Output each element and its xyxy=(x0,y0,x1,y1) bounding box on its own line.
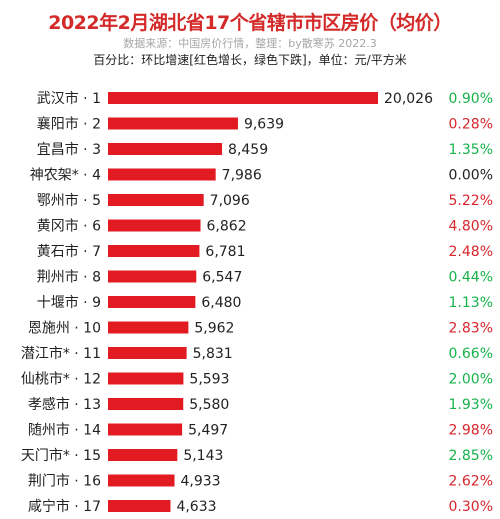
category-label: 咸宁市 · 17 xyxy=(28,498,101,515)
value-label: 7,986 xyxy=(222,168,262,184)
change-label: 0.66% xyxy=(449,346,493,362)
bar xyxy=(108,423,183,436)
change-label: 2.62% xyxy=(449,474,493,490)
value-label: 20,026 xyxy=(384,91,433,107)
change-label: 1.93% xyxy=(449,397,493,413)
category-label: 孝感市 · 13 xyxy=(28,396,101,413)
chart-title: 2022年2月湖北省17个省辖市市区房价（均价） xyxy=(48,12,452,34)
chart-note: 百分比：环比增速[红色增长，绿色下跌]，单位：元/平方米 xyxy=(93,53,407,67)
category-label: 黄石市 · 7 xyxy=(37,243,101,260)
category-label: 神农架* · 4 xyxy=(30,168,101,184)
value-label: 7,096 xyxy=(210,193,250,209)
bar xyxy=(108,449,178,461)
category-label: 荆州市 · 8 xyxy=(37,269,101,286)
value-label: 6,781 xyxy=(205,244,245,260)
bar xyxy=(108,398,184,410)
value-label: 5,497 xyxy=(188,423,228,439)
bar xyxy=(108,270,197,283)
bar xyxy=(108,194,204,206)
bar xyxy=(108,219,201,232)
change-label: 0.28% xyxy=(449,117,493,133)
change-label: 0.90% xyxy=(449,91,493,107)
change-label: 0.30% xyxy=(449,499,493,515)
value-label: 5,580 xyxy=(189,397,229,413)
change-label: 2.00% xyxy=(449,372,493,388)
change-label: 0.00% xyxy=(449,168,493,184)
bar xyxy=(108,321,189,334)
value-label: 5,962 xyxy=(194,321,234,337)
bar xyxy=(108,92,378,104)
bar xyxy=(108,143,223,155)
change-label: 2.48% xyxy=(449,244,493,260)
category-label: 潜江市* · 11 xyxy=(21,345,101,362)
value-label: 6,547 xyxy=(202,270,242,286)
value-label: 9,639 xyxy=(244,117,284,133)
value-label: 5,831 xyxy=(193,346,233,362)
category-label: 鄂州市 · 5 xyxy=(37,192,101,209)
category-label: 十堰市 · 9 xyxy=(37,294,101,311)
bar xyxy=(108,372,184,385)
value-label: 5,143 xyxy=(183,448,223,464)
bar xyxy=(108,500,171,512)
category-label: 黄冈市 · 6 xyxy=(37,218,101,235)
bar xyxy=(108,474,175,487)
bar xyxy=(108,168,216,181)
value-label: 6,480 xyxy=(201,295,241,311)
category-label: 宜昌市 · 3 xyxy=(37,141,101,158)
change-label: 1.13% xyxy=(449,295,493,311)
bar xyxy=(108,296,196,308)
category-label: 仙桃市* · 12 xyxy=(21,371,101,388)
value-label: 4,933 xyxy=(181,474,221,490)
chart-subtitle: 数据来源：中国房价行情，整理：by散寒苏 2022.3 xyxy=(123,37,377,50)
change-label: 0.44% xyxy=(449,270,493,286)
change-label: 2.85% xyxy=(449,448,493,464)
category-label: 天门市* · 15 xyxy=(21,447,101,464)
bar xyxy=(108,347,187,359)
value-label: 4,633 xyxy=(176,499,216,515)
category-label: 随州市 · 14 xyxy=(28,422,101,439)
category-label: 恩施州 · 10 xyxy=(28,321,101,337)
change-label: 1.35% xyxy=(449,142,493,158)
bar xyxy=(108,245,200,257)
value-label: 6,862 xyxy=(207,219,247,235)
category-label: 武汉市 · 1 xyxy=(37,90,101,107)
change-label: 5.22% xyxy=(449,193,493,209)
change-label: 2.98% xyxy=(449,423,493,439)
change-label: 4.80% xyxy=(449,219,493,235)
category-label: 襄阳市 · 2 xyxy=(37,116,101,133)
bar xyxy=(108,117,238,130)
change-label: 2.83% xyxy=(449,321,493,337)
value-label: 8,459 xyxy=(228,142,268,158)
category-label: 荆门市 · 16 xyxy=(28,473,101,490)
value-label: 5,593 xyxy=(189,372,229,388)
